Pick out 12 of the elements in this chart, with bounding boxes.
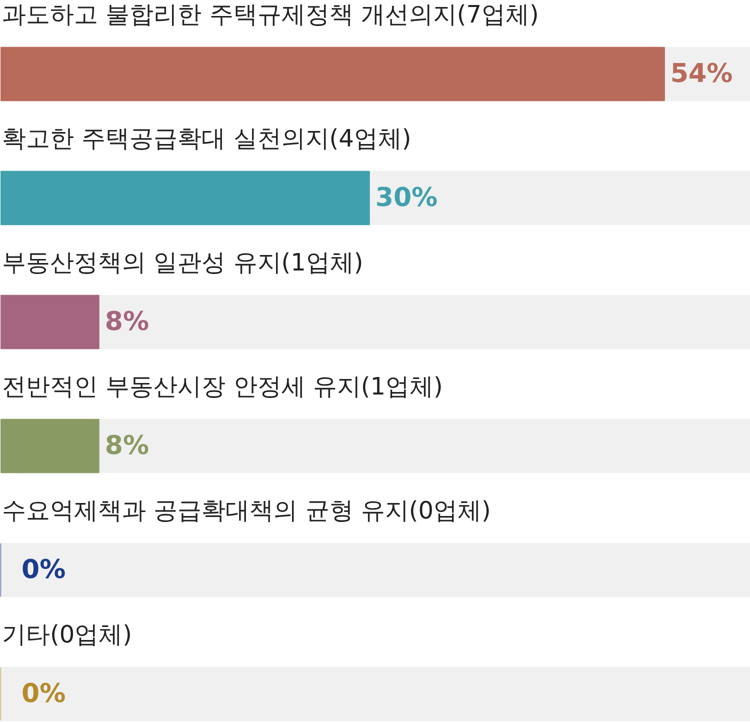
- data-label: 30%: [375, 183, 438, 214]
- y-tick-label: 부동산정책의 일관성 유지(1업체): [2, 248, 364, 276]
- y-tick-label: 수요억제책과 공급확대책의 균형 유지(0업체): [2, 496, 491, 524]
- y-tick-label: 확고한 주택공급확대 실천의지(4업체): [2, 124, 412, 152]
- data-label: 8%: [104, 307, 150, 338]
- data-label: 0%: [22, 554, 66, 585]
- data-label: 8%: [104, 431, 150, 461]
- data-label: 54%: [670, 59, 733, 90]
- y-tick-label: 과도하고 불합리한 주택규제정책 개선의지(7업체): [2, 0, 539, 29]
- y-tick-label: 전반적인 부동산시장 안정세 유지(1업체): [2, 372, 443, 400]
- data-label: 0%: [22, 678, 66, 709]
- y-tick-label: 기타(0업체): [2, 620, 132, 648]
